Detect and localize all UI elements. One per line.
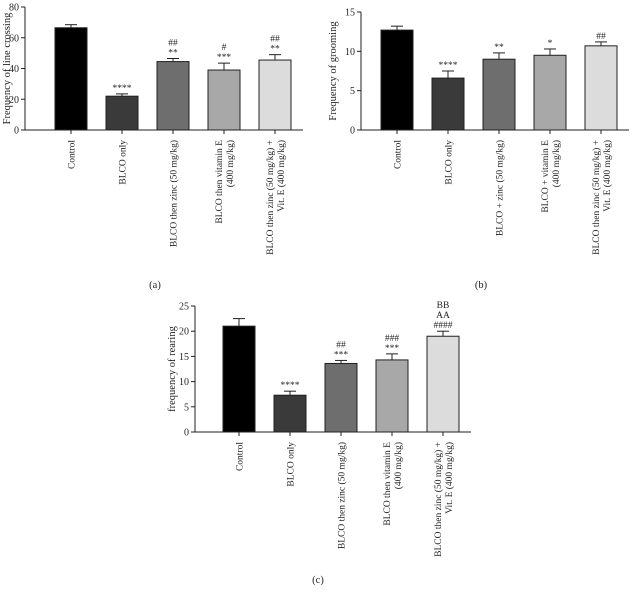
panel-b-category-label: (400 mg/kg): [551, 140, 562, 187]
panel-b-bar: [482, 58, 516, 131]
panel-b-category-label: BLCO + vitamin E: [541, 140, 551, 213]
panel-c-significance-label: ##: [336, 340, 346, 350]
panel-b-category-label: BLCO + zinc (50 mg/kg): [495, 140, 506, 236]
panel-a-significance-label: #: [222, 43, 227, 53]
panel-a-bar: [54, 27, 88, 131]
panel-b-bar: [584, 45, 618, 131]
panel-c-y-tick-label: 15: [179, 352, 189, 363]
panel-b-category-label: BLCO only: [445, 140, 455, 185]
panel-a-significance-label: ****: [113, 84, 132, 94]
panel-b-label: (b): [475, 280, 488, 291]
panel-a-y-tick-label: 0: [14, 126, 19, 137]
panel-a-category-label: (400 mg/kg): [225, 140, 236, 187]
panel-b-significance-label: *: [548, 39, 553, 49]
panel-a-category-label: BLCO then zinc (50 mg/kg): [169, 140, 180, 247]
panel-c-y-tick-label: 20: [179, 327, 189, 338]
panel-a-significance-label: **: [270, 45, 280, 55]
panel-a-category-label: BLCO then vitamin E: [215, 140, 225, 224]
panel-c-y-tick-label: 5: [184, 402, 189, 413]
panel-a-y-tick-label: 40: [9, 64, 19, 75]
panel-c-bar: [375, 359, 409, 433]
panel-c-category-label: Vit. E (400 mg/kg): [444, 442, 455, 514]
panel-c-category-label: BLCO then zinc (50 mg/kg) +: [433, 442, 444, 557]
panel-c-category-label: (400 mg/kg): [393, 442, 404, 489]
panel-c-category-label: BLCO only: [287, 442, 297, 487]
panel-b-y-tick-label: 0: [350, 126, 355, 137]
panel-a-bar: [105, 95, 139, 131]
panel-a-significance-label: ***: [217, 53, 232, 63]
panel-c-y-axis-label: frequency of rearing: [167, 325, 178, 411]
panel-c-bar: [273, 394, 307, 433]
panel-b-category-label: Vit. E (400 mg/kg): [602, 140, 613, 212]
panel-a-bar: [156, 61, 190, 131]
panel-a-category-label: BLCO then zinc (50 mg/kg) +: [265, 140, 276, 255]
panel-c-significance-label: ###: [385, 334, 400, 344]
panel-b-y-tick-label: 15: [345, 8, 355, 19]
panel-a-bar: [207, 69, 241, 131]
panel-b-y-tick-label: 5: [350, 86, 355, 97]
panel-a-y-axis-label: Frequency of line crossing: [2, 12, 13, 124]
panel-c-significance-label: ####: [434, 321, 453, 331]
panel-b-y-axis-label: Frequency of grooming: [328, 21, 339, 121]
panel-c-significance-label: ****: [281, 381, 300, 391]
panel-c-y-tick-label: 25: [179, 302, 189, 313]
panel-b-bar: [380, 29, 414, 131]
panel-a-label: (a): [149, 280, 161, 291]
panel-a-significance-label: ##: [168, 39, 178, 49]
panel-c-y-tick-label: 10: [179, 377, 189, 388]
panel-b-significance-label: ##: [596, 32, 606, 42]
panel-c-category-label: BLCO then vitamin E: [383, 442, 393, 526]
panel-b-significance-label: ****: [439, 61, 458, 71]
panel-c-significance-label: AA: [436, 311, 450, 321]
panel-b-significance-label: **: [494, 43, 504, 53]
panel-b-bar: [533, 54, 567, 131]
panel-a-y-tick-label: 60: [9, 33, 19, 44]
panel-c-significance-label: BB: [437, 301, 450, 311]
panel-c-y-tick-label: 0: [184, 428, 189, 439]
panel-c-significance-label: ***: [334, 350, 349, 360]
panel-c-label: (c): [312, 575, 324, 586]
panel-b-category-label: BLCO then zinc (50 mg/kg) +: [591, 140, 602, 255]
panel-a-y-tick-label: 80: [9, 3, 19, 14]
panel-c-category-label: BLCO then zinc (50 mg/kg): [337, 442, 348, 549]
panel-b-bar: [431, 77, 465, 131]
panel-c-category-label: Control: [236, 442, 246, 471]
panel-b-category-label: Control: [394, 140, 404, 169]
panel-c-bar: [222, 325, 256, 433]
panel-a-category-label: BLCO only: [119, 140, 129, 185]
panel-c-significance-label: ***: [385, 344, 400, 354]
panel-a-significance-label: **: [168, 49, 178, 59]
panel-a-significance-label: ##: [270, 35, 280, 45]
panel-a-category-label: Vit. E (400 mg/kg): [276, 140, 287, 212]
panel-a-category-label: Control: [68, 140, 78, 169]
panel-b-y-tick-label: 10: [345, 47, 355, 58]
panel-a-bar: [258, 59, 292, 131]
panel-c-bar: [324, 362, 358, 433]
panel-c-bar: [426, 335, 460, 433]
panel-a-y-tick-label: 20: [9, 95, 19, 106]
